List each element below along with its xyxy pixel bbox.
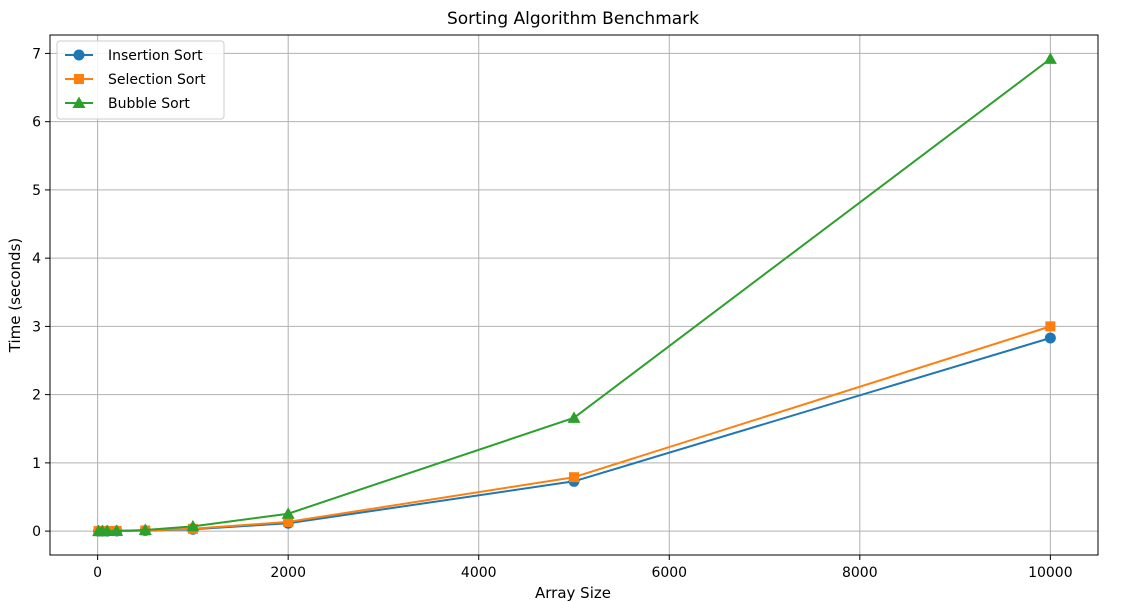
y-tick-label: 6	[32, 115, 41, 131]
y-axis-label: Time (seconds)	[6, 238, 24, 354]
series-line-bubble-sort	[98, 58, 1051, 533]
grid	[50, 35, 1098, 555]
legend-item-insertion-sort: Insertion Sort	[65, 48, 203, 64]
y-tick-label: 0	[32, 524, 41, 540]
y-tick-label: 2	[32, 388, 41, 404]
series-layer	[92, 52, 1057, 537]
series-insertion-sort	[93, 332, 1056, 537]
x-tick-label: 4000	[461, 565, 497, 581]
legend-label: Bubble Sort	[108, 96, 190, 112]
data-point-bubble-sort	[138, 523, 152, 535]
legend-marker	[72, 96, 86, 108]
series-selection-sort	[93, 321, 1056, 537]
legend-box	[56, 40, 225, 120]
data-point-bubble-sort	[110, 524, 124, 536]
legend-item-selection-sort: Selection Sort	[65, 72, 206, 88]
series-bubble-sort	[92, 52, 1057, 537]
chart-title: Sorting Algorithm Benchmark	[447, 9, 699, 29]
series-line-selection-sort	[98, 325, 1051, 533]
series-line-insertion-sort	[98, 337, 1051, 533]
axis-ticks: 0 2000 4000 6000 8000 10000 0 1 2 3 4 5 6 7	[32, 46, 1073, 581]
x-tick-label: 6000	[651, 565, 687, 581]
y-tick-label: 4	[32, 251, 41, 267]
y-tick-label: 7	[32, 46, 41, 62]
y-tick-label: 5	[32, 183, 41, 199]
y-tick-label: 1	[32, 456, 41, 472]
x-tick-label: 0	[93, 565, 102, 581]
data-point-bubble-sort	[567, 411, 581, 423]
plot-frame	[49, 34, 1099, 556]
data-point-insertion-sort	[1044, 332, 1056, 344]
x-axis-label: Array Size	[535, 584, 611, 602]
y-tick-label: 3	[32, 319, 41, 335]
legend-marker	[73, 49, 85, 61]
data-point-bubble-sort	[281, 507, 295, 519]
x-tick-label: 2000	[270, 565, 306, 581]
legend-marker	[74, 74, 84, 84]
x-tick-label: 10000	[1028, 565, 1073, 581]
legend-label: Insertion Sort	[108, 48, 203, 64]
data-point-selection-sort	[283, 516, 294, 527]
legend: Insertion Sort Selection Sort Bubble Sort	[56, 40, 225, 120]
data-point-bubble-sort	[186, 519, 200, 532]
x-tick-label: 8000	[842, 565, 878, 581]
data-point-bubble-sort	[100, 524, 114, 537]
legend-label: Selection Sort	[108, 72, 206, 88]
data-point-selection-sort	[1045, 321, 1056, 332]
data-point-selection-sort	[569, 472, 579, 483]
data-point-bubble-sort	[1043, 52, 1057, 64]
legend-item-bubble-sort: Bubble Sort	[65, 96, 190, 112]
